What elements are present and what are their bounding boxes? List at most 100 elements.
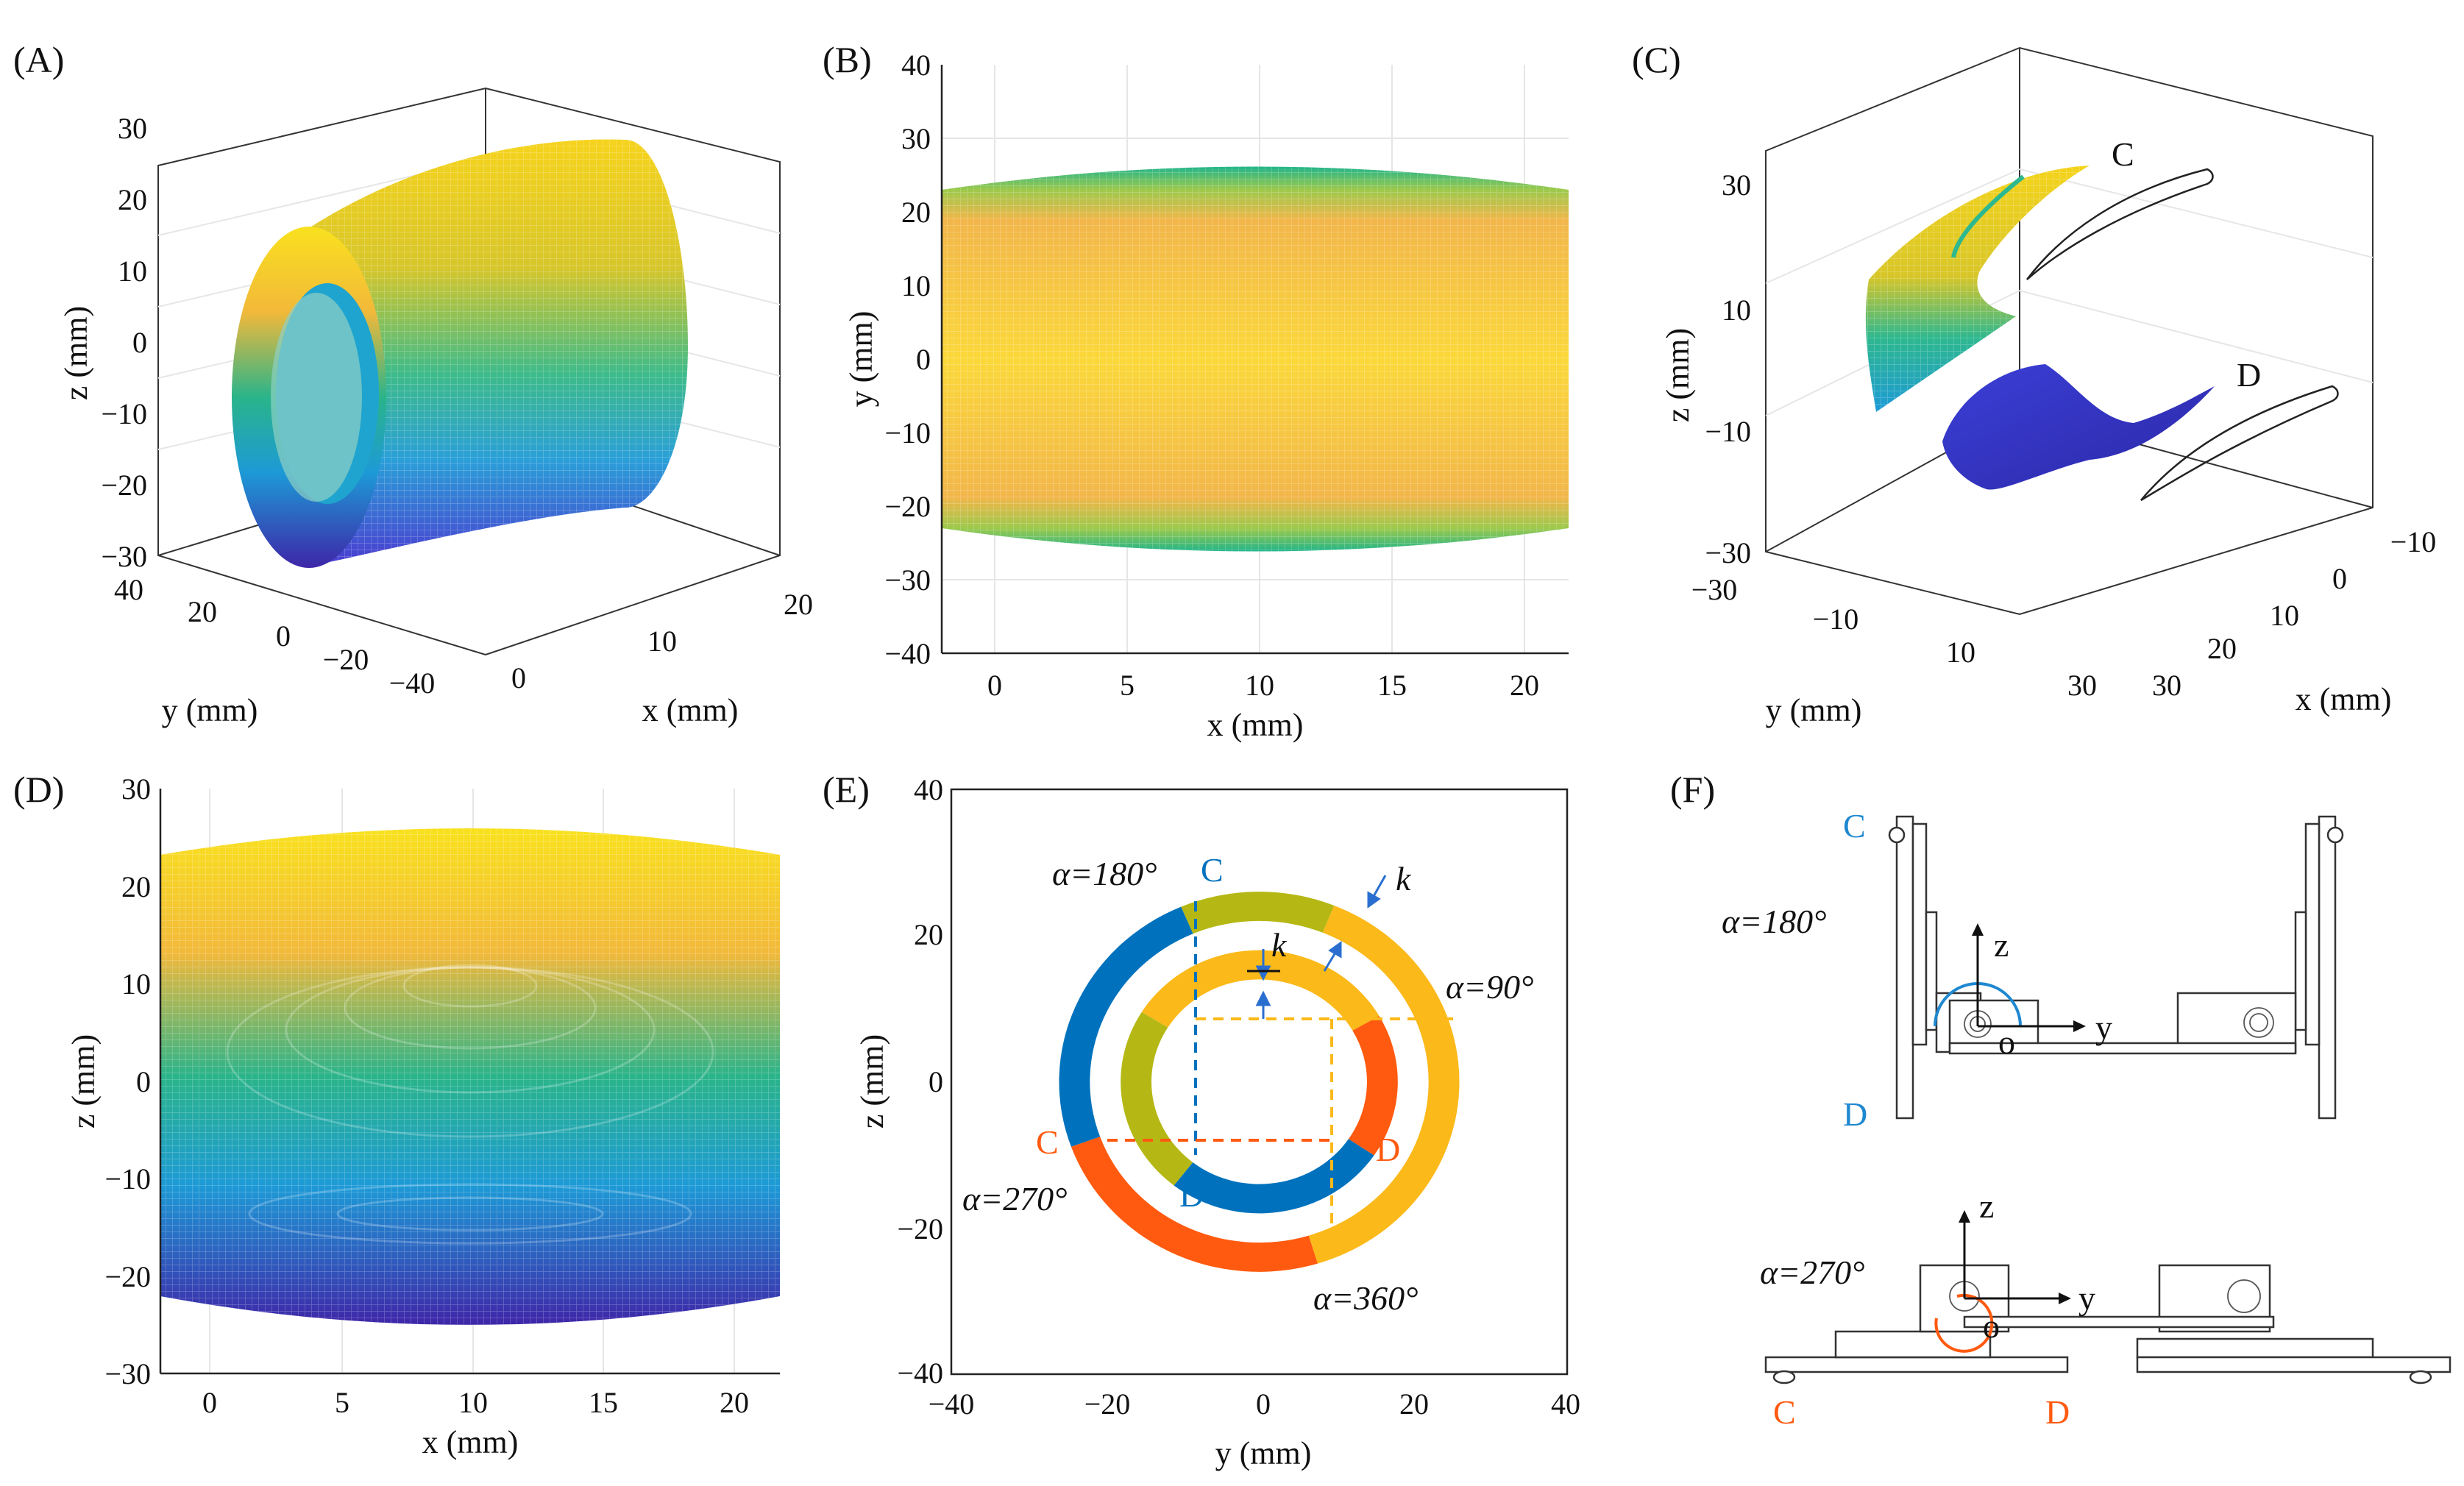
panel-b: (B) 0 5 10 15 20 x (mm) 40 30 20 10 0	[823, 39, 1569, 743]
panel-b-x-ticks: 0 5 10 15 20	[987, 669, 1539, 702]
panel-a-yt2: 0	[276, 619, 291, 653]
panel-e-k-arrows	[1255, 875, 1387, 1019]
panel-a-yt3: −20	[323, 643, 369, 676]
panel-d-xt1: 5	[335, 1386, 349, 1419]
panel-e-outer-segment-1	[1059, 906, 1193, 1147]
panel-e-inner-segment-3	[1348, 1016, 1398, 1156]
panel-e: (E) k k α=180° α=90° α=270° α=360° C C D…	[823, 769, 1580, 1471]
panel-e-guides	[1107, 901, 1457, 1258]
panel-f-right-hinge	[2294, 911, 2307, 1031]
panel-a-label: (A)	[13, 39, 64, 80]
panel-d-xt2: 10	[458, 1386, 488, 1419]
panel-f-top-d: D	[1843, 1095, 1867, 1133]
panel-e-yt2: 0	[929, 1065, 943, 1098]
panel-f-right-block	[2176, 992, 2297, 1053]
panel-e-inner-segment-2	[1174, 1139, 1374, 1214]
panel-c-grid	[1765, 168, 2374, 416]
panel-f-top-y: y	[2095, 1009, 2112, 1046]
panel-f-left-plate	[1895, 815, 1914, 1120]
panel-d-xt4: 20	[720, 1386, 749, 1419]
panel-d-yt5: −20	[104, 1260, 151, 1293]
panel-a-zt3: 0	[132, 326, 147, 359]
panel-e-rings	[1059, 892, 1460, 1272]
panel-f-left-hinge	[1925, 911, 1938, 1031]
panel-e-a180: α=180°	[1052, 855, 1157, 892]
panel-c-zlabel: z (mm)	[1660, 328, 1696, 422]
panel-c-d-label: D	[2237, 356, 2261, 394]
panel-f-bottom-crossbar	[1963, 1315, 2275, 1329]
panel-a-z-ticks: 30 20 10 0 −10 −20 −30	[101, 112, 147, 573]
panel-c-c-label: C	[2112, 135, 2134, 173]
panel-c-yt1: −10	[1813, 602, 1859, 636]
panel-c-label: (C)	[1632, 39, 1681, 80]
panel-b-yt0: 40	[901, 49, 931, 82]
panel-f-right-pin	[2326, 826, 2344, 844]
panel-a-zt1: 20	[118, 183, 147, 216]
panel-d: (D) 0 5 10 15 20 x (mm) 30 20	[13, 769, 780, 1460]
panel-f-top-y-arrow	[2073, 1020, 2086, 1032]
panel-c-zt0: 30	[1722, 168, 1751, 202]
panel-f-left-pin	[1888, 826, 1906, 844]
panel-e-ylabel: z (mm)	[854, 1034, 890, 1128]
panel-a-zt0: 30	[118, 112, 147, 145]
panel-b-yt7: −30	[884, 564, 931, 597]
panel-a-ylabel: y (mm)	[162, 692, 258, 728]
panel-b-yt6: −20	[884, 490, 931, 523]
panel-a-zt4: −10	[101, 397, 147, 430]
panel-e-outer-segment-3	[1308, 905, 1460, 1264]
panel-f-right-plate2	[2304, 822, 2321, 1046]
panel-a-yt1: 20	[188, 595, 217, 628]
panel-c-xt0: −10	[2390, 525, 2437, 558]
panel-e-xt1: −20	[1084, 1387, 1131, 1421]
panel-b-ylabel: y (mm)	[843, 311, 879, 408]
panel-a-zlabel: z (mm)	[58, 306, 94, 400]
panel-c: (C) C D 30 10 −10 −30 z (mm) −30 −10	[1632, 39, 2436, 728]
panel-c-surface-c-edge	[1951, 174, 2025, 258]
panel-d-yt4: −10	[104, 1162, 151, 1195]
panel-e-outer-segment-2	[1071, 1137, 1318, 1272]
panel-f-right-bore	[2243, 1007, 2274, 1038]
panel-d-xlabel: x (mm)	[422, 1424, 519, 1460]
panel-f-bottom-right-bore	[2227, 1279, 2261, 1313]
panel-e-yt4: −40	[897, 1357, 943, 1390]
panel-e-a90: α=90°	[1446, 968, 1534, 1006]
panel-a-cylinder-mesh	[309, 139, 688, 566]
panel-c-xt3: 20	[2207, 632, 2237, 665]
panel-f-bottom-angle: α=270°	[1760, 1254, 1865, 1291]
panel-f-bottom-d: D	[2045, 1393, 2070, 1431]
panel-e-k-outer: k	[1396, 860, 1412, 897]
panel-f-bottom-left-step	[1834, 1330, 1992, 1359]
panel-b-xt2: 10	[1245, 669, 1274, 702]
panel-c-xt2: 10	[2270, 599, 2299, 632]
panel-e-xlabel: y (mm)	[1215, 1435, 1312, 1471]
panel-d-ylabel: z (mm)	[65, 1034, 102, 1128]
panel-f-bottom-y-arrow	[2059, 1293, 2071, 1304]
panel-e-label: (E)	[823, 769, 870, 810]
panel-b-yt3: 10	[901, 269, 931, 302]
panel-d-xt3: 15	[589, 1386, 618, 1419]
panel-a-xlabel: x (mm)	[642, 692, 739, 728]
panel-f-bottom-z-arrow	[1959, 1210, 1970, 1223]
panel-b-xlabel: x (mm)	[1207, 707, 1304, 743]
panel-b-xt4: 20	[1510, 669, 1539, 702]
panel-c-yt3: 30	[2067, 669, 2097, 702]
panel-c-xt1: 0	[2332, 562, 2347, 595]
panel-b-y-ticks: 40 30 20 10 0 −10 −20 −30 −40	[884, 49, 931, 670]
panel-d-surface-mesh	[160, 828, 780, 1325]
panel-e-d-bottom: D	[1179, 1176, 1204, 1214]
panel-f-left-plate2	[1911, 822, 1928, 1046]
panel-e-yt1: 20	[914, 918, 943, 951]
panel-d-yt0: 30	[121, 772, 151, 806]
panel-c-yt2: 10	[1946, 636, 1975, 669]
panel-f-bottom-left-plate	[1764, 1356, 2069, 1373]
panel-a-inner-bore	[271, 293, 362, 502]
panel-d-xt0: 0	[202, 1386, 217, 1419]
panel-e-xt3: 20	[1399, 1387, 1429, 1421]
panel-f-right-bore-inner	[2249, 1013, 2268, 1032]
panel-a-zt5: −20	[101, 469, 147, 502]
panel-c-outline-d	[2140, 385, 2339, 502]
panel-c-x-ticks: −10 0 10 20 30	[2152, 525, 2436, 702]
panel-f-top-z-arrow	[1972, 923, 1984, 936]
panel-c-y-ticks: −30 −10 10 30	[1691, 573, 2097, 702]
panel-c-surface-d	[1942, 364, 2215, 490]
